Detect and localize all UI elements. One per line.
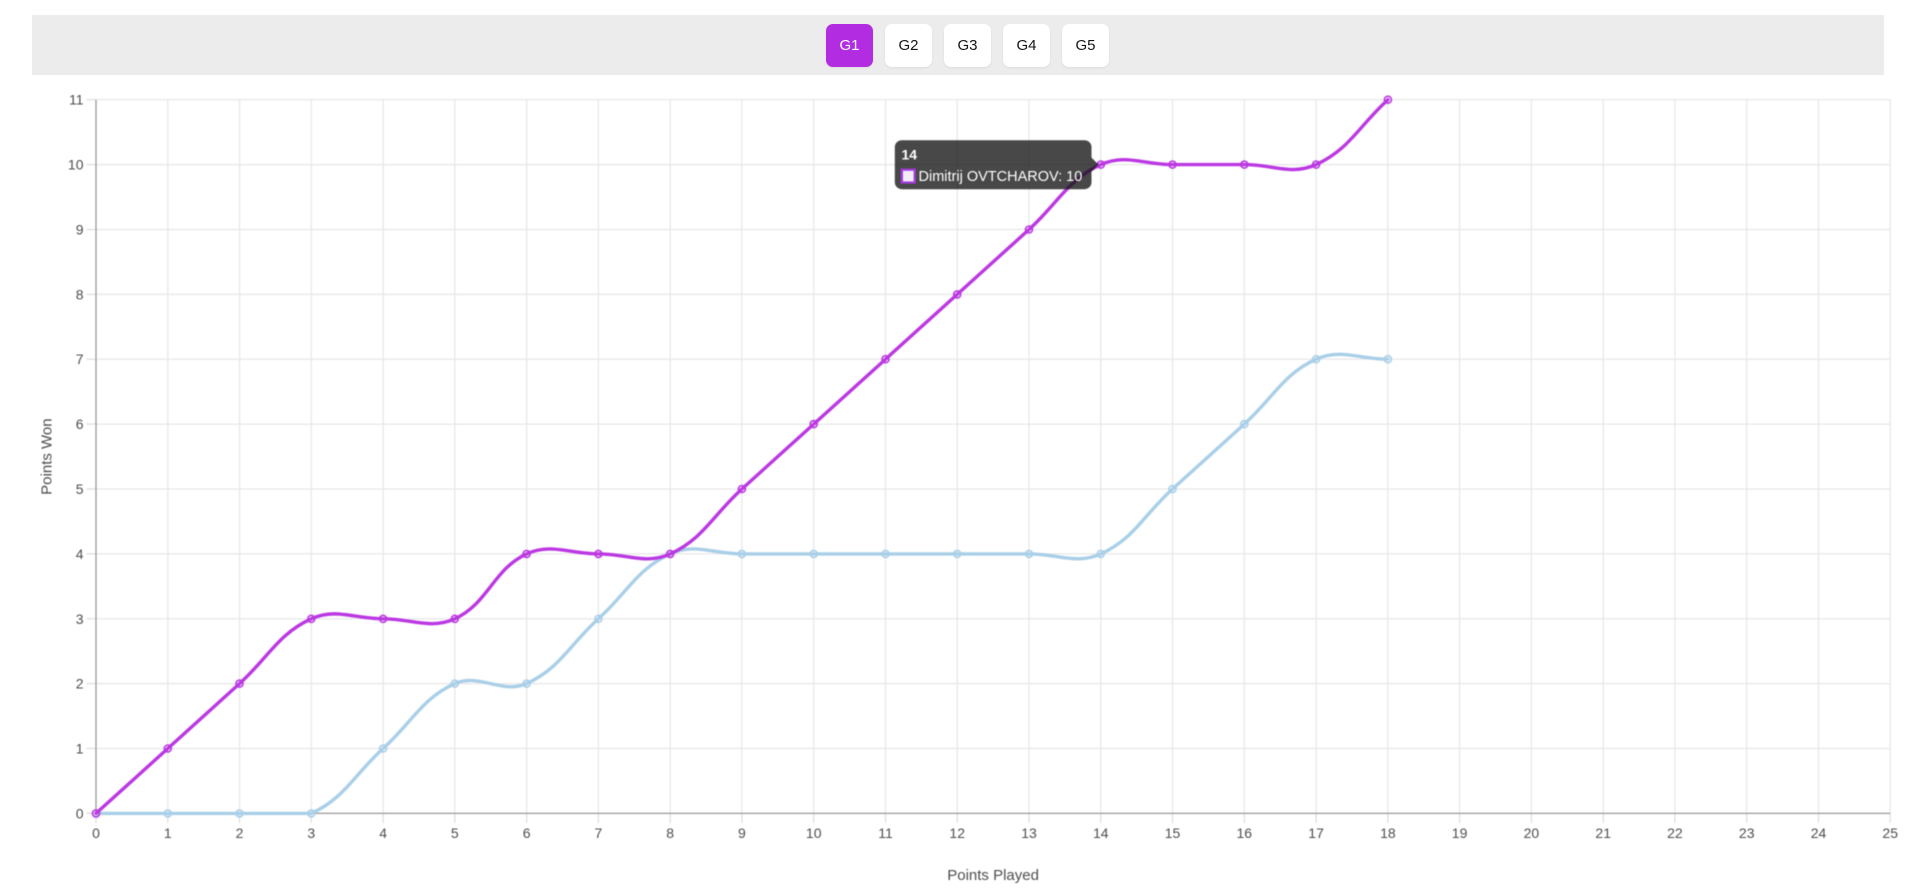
svg-text:1: 1: [76, 741, 84, 757]
svg-text:9: 9: [76, 222, 84, 238]
svg-text:3: 3: [76, 611, 84, 627]
svg-text:10: 10: [68, 157, 84, 173]
svg-text:14: 14: [902, 147, 918, 163]
svg-text:24: 24: [1811, 825, 1827, 841]
svg-text:6: 6: [523, 825, 531, 841]
svg-text:11: 11: [878, 825, 893, 841]
svg-text:6: 6: [76, 416, 84, 432]
svg-text:8: 8: [76, 286, 84, 302]
svg-text:2: 2: [236, 825, 244, 841]
svg-text:8: 8: [666, 825, 674, 841]
svg-text:11: 11: [69, 92, 84, 108]
svg-text:9: 9: [738, 825, 746, 841]
svg-text:7: 7: [595, 825, 603, 841]
svg-text:22: 22: [1667, 825, 1683, 841]
svg-text:17: 17: [1308, 825, 1324, 841]
svg-text:13: 13: [1021, 825, 1037, 841]
svg-text:1: 1: [164, 825, 172, 841]
svg-text:2: 2: [76, 676, 84, 692]
svg-text:10: 10: [806, 825, 822, 841]
svg-text:0: 0: [92, 825, 100, 841]
svg-text:5: 5: [451, 825, 459, 841]
svg-text:7: 7: [76, 351, 84, 367]
svg-text:20: 20: [1524, 825, 1540, 841]
svg-text:16: 16: [1237, 825, 1253, 841]
svg-text:19: 19: [1452, 825, 1468, 841]
svg-text:3: 3: [307, 825, 315, 841]
svg-text:15: 15: [1165, 825, 1181, 841]
svg-text:Points Played: Points Played: [947, 867, 1039, 884]
svg-text:Points Won: Points Won: [39, 418, 56, 494]
svg-text:21: 21: [1595, 825, 1611, 841]
svg-text:25: 25: [1882, 825, 1898, 841]
svg-text:0: 0: [76, 805, 84, 821]
svg-text:14: 14: [1093, 825, 1109, 841]
svg-text:18: 18: [1380, 825, 1396, 841]
svg-text:4: 4: [379, 825, 387, 841]
svg-text:Dimitrij OVTCHAROV: 10: Dimitrij OVTCHAROV: 10: [919, 169, 1083, 185]
svg-text:23: 23: [1739, 825, 1755, 841]
svg-text:4: 4: [76, 546, 84, 562]
svg-text:12: 12: [949, 825, 965, 841]
svg-text:5: 5: [76, 481, 84, 497]
